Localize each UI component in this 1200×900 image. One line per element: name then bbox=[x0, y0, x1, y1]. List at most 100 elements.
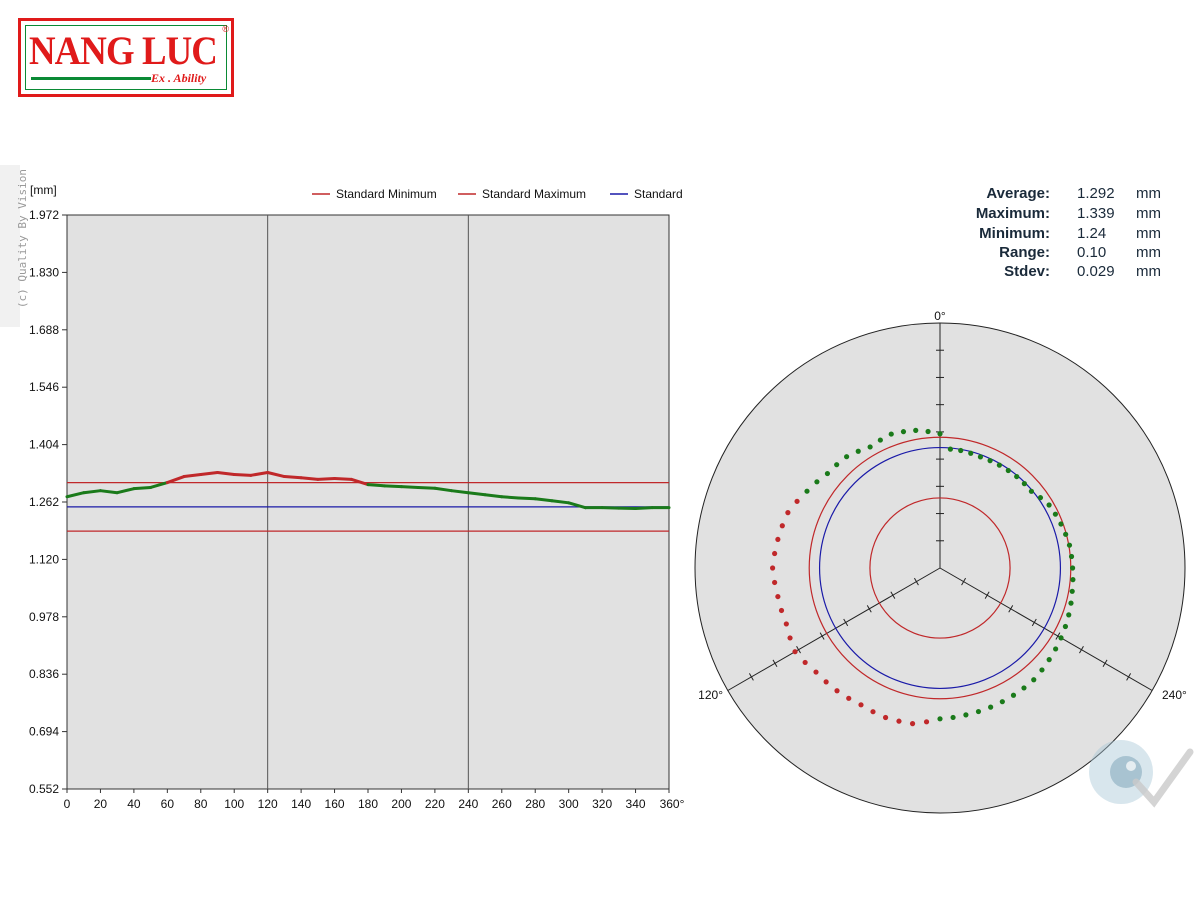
x-tick-label: 320 bbox=[592, 797, 612, 811]
polar-tick bbox=[1008, 605, 1014, 613]
profile-segment bbox=[282, 475, 303, 480]
y-tick-label: 0.836 bbox=[29, 667, 59, 681]
polar-data-point bbox=[975, 708, 982, 715]
x-tick-label: 340 bbox=[626, 797, 646, 811]
polar-data-point bbox=[1037, 495, 1044, 501]
profile-segment bbox=[299, 476, 320, 481]
polar-data-point bbox=[792, 649, 798, 655]
legend-label: Standard bbox=[634, 187, 683, 201]
polar-data-point bbox=[888, 431, 894, 437]
profile-segment bbox=[216, 470, 236, 477]
polar-data-point bbox=[988, 704, 994, 710]
profile-segment bbox=[533, 497, 554, 503]
polar-data-point bbox=[882, 714, 889, 721]
polar-tick bbox=[748, 673, 754, 681]
stat-unit: mm bbox=[1136, 263, 1161, 280]
profile-segment bbox=[433, 486, 454, 493]
profile-segment bbox=[115, 487, 136, 495]
polar-data-point bbox=[1014, 473, 1020, 480]
polar-data-point bbox=[900, 429, 907, 435]
polar-tick bbox=[984, 591, 990, 599]
polar-data-point bbox=[923, 719, 930, 725]
stat-value: 1.24 bbox=[1077, 225, 1107, 242]
x-tick-label: 180 bbox=[358, 797, 378, 811]
logo-underline bbox=[31, 77, 151, 80]
profile-segment bbox=[349, 477, 370, 487]
polar-data-point bbox=[802, 659, 808, 666]
profile-segment bbox=[165, 475, 186, 485]
polar-data-point bbox=[1046, 502, 1052, 508]
polar-data-point bbox=[772, 550, 778, 557]
y-tick-label: 1.546 bbox=[29, 380, 59, 394]
plot-area bbox=[66, 214, 670, 790]
stat-label: Range: bbox=[999, 244, 1050, 261]
polar-tick bbox=[1126, 673, 1132, 681]
polar-tick bbox=[772, 659, 778, 667]
polar-data-point bbox=[877, 437, 883, 443]
polar-data-point bbox=[937, 716, 943, 722]
polar-standard-minimum-circle bbox=[869, 497, 1011, 639]
profile-segment bbox=[132, 485, 153, 491]
x-tick-label: 260 bbox=[492, 797, 512, 811]
polar-data-point bbox=[770, 565, 776, 571]
y-tick-label: 0.694 bbox=[29, 725, 59, 739]
polar-data-point bbox=[963, 712, 969, 718]
polar-tick bbox=[1079, 645, 1084, 654]
polar-data-point bbox=[775, 593, 781, 600]
stat-row-stdev: Stdev: 0.029 mm bbox=[960, 263, 1180, 283]
polar-data-point bbox=[1066, 542, 1073, 548]
profile-segment bbox=[149, 481, 169, 489]
polar-data-point bbox=[804, 488, 810, 494]
polar-data-point bbox=[846, 695, 852, 701]
polar-data-point bbox=[778, 607, 785, 614]
polar-data-point bbox=[1062, 623, 1069, 630]
polar-data-point bbox=[870, 709, 876, 715]
stat-row-minimum: Minimum: 1.24 mm bbox=[960, 225, 1180, 245]
polar-data-point bbox=[1068, 600, 1074, 606]
polar-data-point bbox=[1005, 467, 1011, 474]
polar-data-point bbox=[834, 462, 840, 468]
profile-segment bbox=[82, 489, 102, 495]
polar-data-point bbox=[925, 428, 931, 435]
polar-data-point bbox=[1028, 488, 1035, 494]
polar-data-point bbox=[947, 446, 953, 452]
stat-label: Stdev: bbox=[1004, 263, 1050, 280]
polar-data-point bbox=[1066, 612, 1072, 618]
polar-data-point bbox=[1039, 667, 1045, 673]
polar-data-point bbox=[909, 721, 916, 727]
polar-tick bbox=[1031, 618, 1037, 627]
profile-segment bbox=[634, 506, 654, 510]
profile-segment bbox=[517, 496, 537, 501]
stat-row-maximum: Maximum: 1.339 mm bbox=[960, 205, 1180, 225]
polar-angle-label: 240° bbox=[1162, 688, 1187, 702]
x-tick-label: 120 bbox=[258, 797, 278, 811]
x-tick-label: 20 bbox=[94, 797, 108, 811]
y-tick-label: 1.688 bbox=[29, 323, 59, 337]
y-axis-label: [mm] bbox=[30, 183, 57, 197]
profile-segment bbox=[266, 470, 286, 479]
x-tick-label: 280 bbox=[525, 797, 545, 811]
x-tick-label: 60 bbox=[161, 797, 175, 811]
stat-value: 0.10 bbox=[1077, 244, 1107, 261]
stat-unit: mm bbox=[1136, 225, 1161, 242]
polar-spoke bbox=[939, 567, 1153, 691]
stat-unit: mm bbox=[1136, 205, 1161, 222]
stat-value: 1.339 bbox=[1077, 205, 1115, 222]
profile-segment bbox=[182, 473, 203, 479]
watermark: (c) Quality By Vision bbox=[0, 165, 29, 327]
x-tick-label: 300 bbox=[559, 797, 579, 811]
polar-data-point bbox=[858, 702, 864, 708]
polar-data-point bbox=[987, 458, 993, 464]
polar-data-point bbox=[958, 447, 964, 454]
x-tick-label: 360° bbox=[660, 797, 685, 811]
x-tick-label: 0 bbox=[64, 797, 71, 811]
polar-data-point bbox=[1031, 677, 1037, 683]
profile-segment bbox=[366, 483, 387, 488]
polar-data-point bbox=[1058, 635, 1064, 641]
polar-data-point bbox=[1069, 565, 1076, 571]
polar-data-point bbox=[996, 462, 1002, 468]
polar-tick bbox=[890, 591, 896, 599]
polar-standard-circle bbox=[818, 446, 1062, 690]
profile-segment bbox=[450, 489, 470, 495]
polar-data-point bbox=[867, 444, 873, 450]
